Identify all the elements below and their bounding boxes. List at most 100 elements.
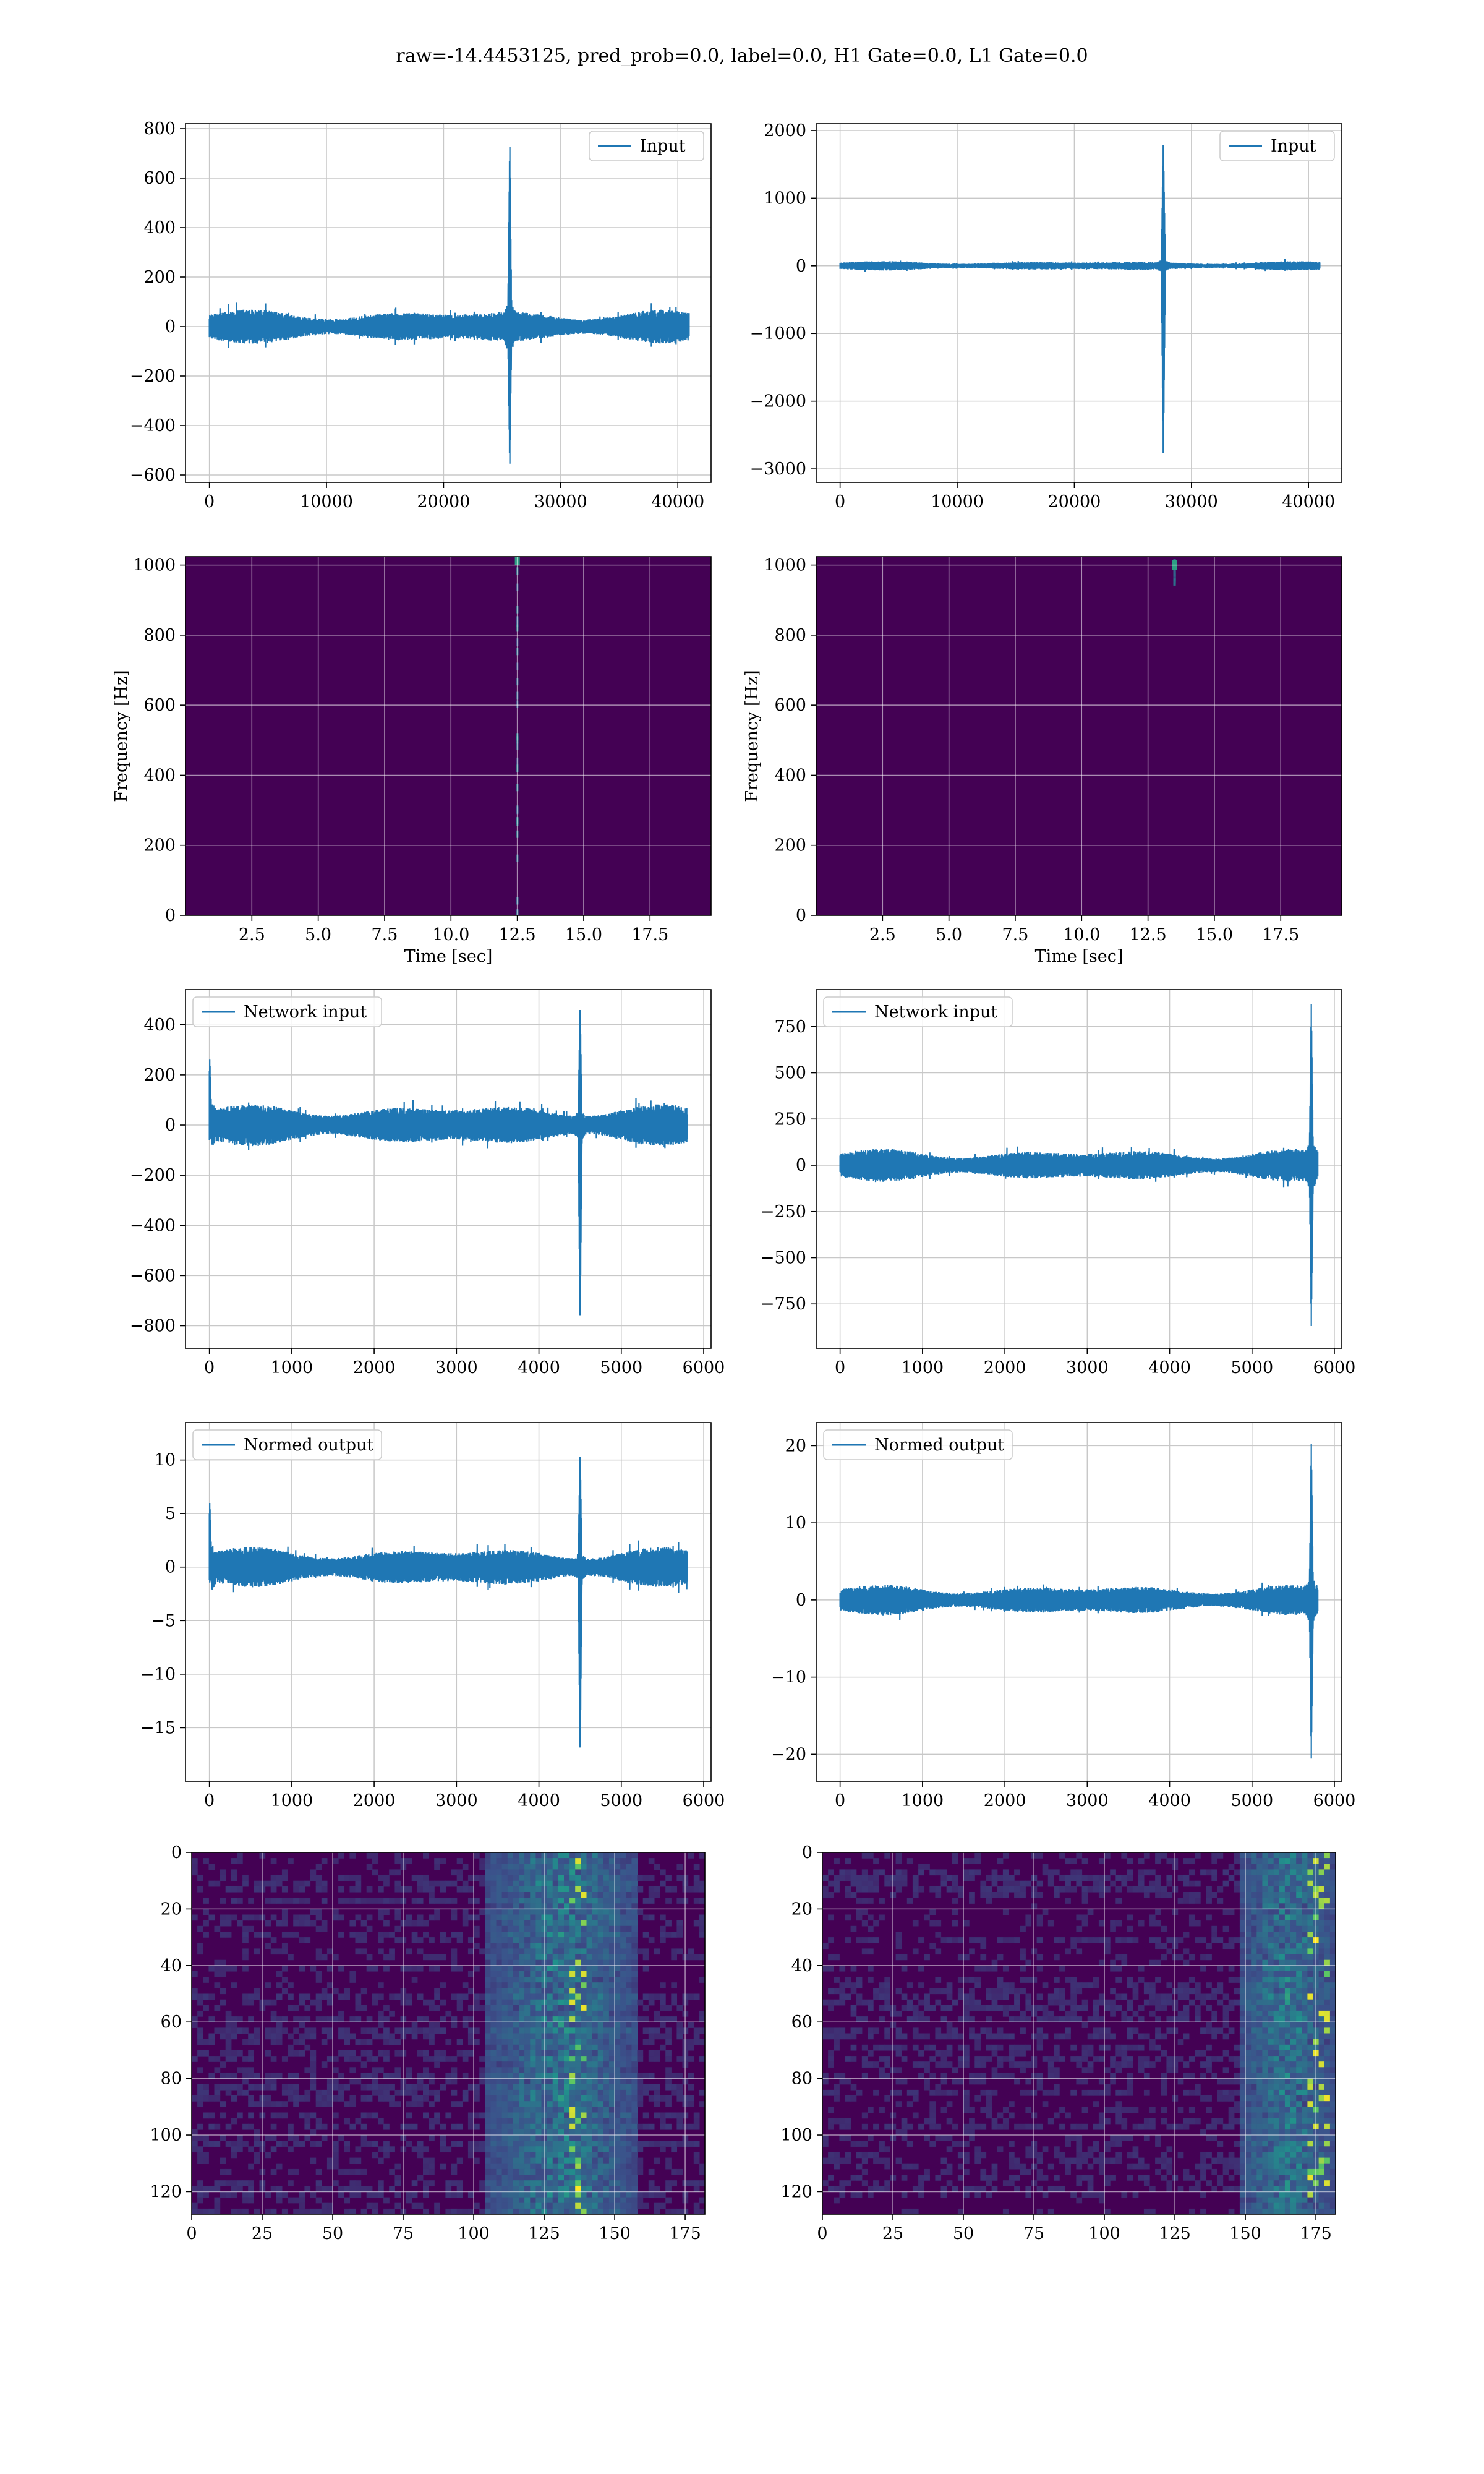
heatmap-cell: [603, 2033, 610, 2040]
heatmap-cell: [344, 2186, 351, 2193]
heatmap-cell: [501, 2101, 508, 2107]
heatmap-cell: [558, 1988, 565, 1995]
heatmap-cell: [615, 1920, 621, 1927]
heatmap-cell: [873, 2027, 879, 2034]
heatmap-cell: [1256, 1988, 1263, 1995]
heatmap-cell: [225, 2039, 232, 2045]
heatmap-cell: [479, 1875, 485, 1881]
heatmap-cell: [394, 2027, 401, 2034]
heatmap-cell: [676, 2208, 683, 2214]
heatmap-cell: [530, 2129, 537, 2136]
heatmap-cell: [1127, 1875, 1133, 1881]
heatmap-cell: [676, 2141, 683, 2147]
heatmap-cell: [1273, 2027, 1280, 2034]
heatmap-cell: [558, 2033, 565, 2040]
heatmap-cell: [507, 1982, 514, 1988]
heatmap-cell: [299, 2197, 305, 2204]
heatmap-cell: [1251, 1971, 1257, 1977]
heatmap-cell: [699, 2101, 705, 2107]
axes-frame: [816, 556, 1342, 916]
heatmap-cell: [688, 2095, 694, 2102]
heatmap-cell: [1262, 1993, 1269, 2000]
heatmap-cell: [513, 2118, 519, 2125]
heatmap-cell: [586, 1852, 593, 1859]
heatmap-cell: [1228, 2027, 1235, 2034]
heatmap-cell: [293, 2101, 299, 2107]
heatmap-cell: [360, 1937, 367, 1943]
heatmap-cell: [434, 2202, 440, 2209]
heatmap-cell: [1042, 1869, 1049, 1876]
heatmap-cell: [626, 2027, 633, 2034]
heatmap-cell: [333, 2112, 339, 2119]
heatmap-cell: [1290, 2005, 1297, 2011]
heatmap-cell: [861, 1886, 868, 1893]
heatmap-cell: [203, 1932, 209, 1938]
heatmap-cell: [490, 2141, 497, 2147]
heatmap-cell: [220, 1965, 226, 1972]
heatmap-cell: [220, 1875, 226, 1881]
heatmap-cell: [1262, 1982, 1269, 1988]
heatmap-cell: [631, 2078, 638, 2085]
heatmap-cell: [417, 1993, 424, 2000]
heatmap-cell: [366, 1954, 373, 1961]
heatmap-cell: [592, 1977, 599, 1983]
heatmap-cell: [952, 1898, 958, 1904]
heatmap-cell: [558, 2163, 565, 2170]
heatmap-cell: [586, 1954, 593, 1961]
heatmap-cell: [366, 2191, 373, 2198]
heatmap-cell: [1211, 1875, 1218, 1881]
heatmap-cell: [349, 2095, 356, 2102]
heatmap-cell: [912, 1892, 919, 1898]
heatmap-cell: [631, 1886, 638, 1893]
heatmap-cell: [1059, 2005, 1065, 2011]
heatmap-cell: [946, 1937, 953, 1943]
heatmap-cell: [637, 2016, 644, 2022]
heatmap-cell: [1070, 1993, 1077, 2000]
heatmap-cell: [496, 1875, 503, 1881]
heatmap-cell: [530, 1898, 537, 1904]
heatmap-cell: [822, 2027, 829, 2034]
legend-box: [823, 996, 1013, 1027]
heatmap-cell: [856, 2016, 863, 2022]
heatmap-cell: [338, 1932, 344, 1938]
heatmap-cell: [1290, 1932, 1297, 1938]
heatmap-cell: [1324, 1858, 1331, 1864]
heatmap-cell: [490, 2202, 497, 2209]
heatmap-cell: [507, 2168, 514, 2175]
heatmap-cell: [485, 2175, 492, 2181]
heatmap-cell: [1110, 1925, 1116, 1932]
heatmap-cell: [699, 2208, 705, 2214]
heatmap-cell: [834, 1880, 840, 1887]
heatmap-cell: [1318, 1920, 1325, 1927]
heatmap-cell: [969, 1875, 975, 1881]
heatmap-cell: [631, 2146, 638, 2153]
heatmap-cell: [654, 2186, 660, 2193]
heatmap-cell: [423, 1920, 429, 1927]
heatmap-cell: [581, 2078, 587, 2085]
heatmap-cell: [310, 2112, 317, 2119]
heatmap-cell: [1307, 2005, 1314, 2011]
heatmap-cell: [564, 2078, 570, 2085]
heatmap-cell: [608, 1977, 615, 1983]
heatmap-cell: [868, 2005, 874, 2011]
heatmap-cell: [620, 2123, 626, 2130]
heatmap-cell: [648, 2073, 655, 2079]
heatmap-cell: [530, 1903, 537, 1910]
heatmap-cell: [552, 2033, 559, 2040]
heatmap-cell: [490, 1937, 497, 1943]
heatmap-cell: [1302, 1925, 1308, 1932]
heatmap-cell: [254, 2033, 260, 2040]
heatmap-cell: [485, 1977, 492, 1983]
heatmap-cell: [569, 2168, 576, 2175]
heatmap-cell: [349, 1971, 356, 1977]
heatmap-cell: [626, 1988, 633, 1995]
heatmap-cell: [828, 1880, 834, 1887]
heatmap-cell: [620, 2101, 626, 2107]
heatmap-cell: [501, 1925, 508, 1932]
heatmap-cell: [564, 2027, 570, 2034]
heatmap-cell: [355, 2005, 362, 2011]
heatmap-cell: [389, 2146, 395, 2153]
heatmap-cell: [631, 2107, 638, 2113]
heatmap-cell: [1002, 1937, 1009, 1943]
heatmap-cell: [558, 2141, 565, 2147]
